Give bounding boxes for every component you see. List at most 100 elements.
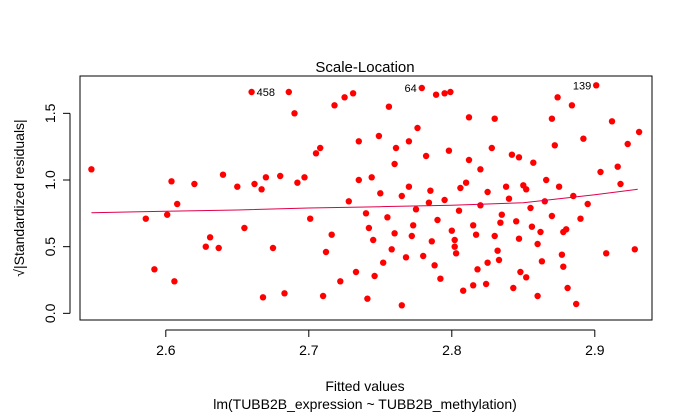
data-point	[624, 140, 631, 148]
data-point	[451, 243, 458, 250]
data-point	[391, 230, 398, 237]
data-point	[375, 132, 383, 140]
data-point	[534, 240, 541, 248]
data-point	[523, 274, 530, 281]
data-point	[462, 179, 470, 186]
data-point	[294, 179, 301, 186]
data-point	[584, 200, 591, 208]
data-point	[410, 222, 417, 229]
data-point	[460, 287, 467, 294]
data-point	[491, 232, 498, 240]
data-point	[370, 236, 377, 244]
data-point	[405, 138, 413, 145]
data-point	[371, 272, 378, 280]
data-point	[570, 192, 577, 200]
data-point	[88, 166, 95, 173]
data-point	[341, 94, 348, 101]
x-tick-label: 2.7	[299, 342, 319, 358]
y-tick-label: 1.0	[42, 170, 58, 190]
data-point	[494, 247, 501, 254]
data-point	[614, 163, 621, 170]
y-axis-label: √|Standardized residuals|	[11, 119, 27, 276]
data-point	[451, 236, 458, 244]
data-point	[285, 88, 292, 96]
x-axis-label: Fitted values	[325, 378, 404, 394]
data-point	[555, 183, 563, 190]
data-point	[455, 207, 463, 214]
data-point	[368, 174, 375, 181]
data-point	[391, 160, 398, 168]
data-point	[384, 214, 391, 221]
data-point	[427, 187, 434, 194]
data-point	[472, 231, 480, 238]
data-point	[362, 210, 370, 217]
x-axis: 2.6 2.7 2.8 2.9	[156, 329, 605, 358]
data-point	[537, 228, 544, 236]
data-point	[577, 215, 584, 222]
data-point	[349, 90, 357, 97]
data-point	[554, 94, 561, 101]
data-point	[482, 280, 490, 288]
data-point	[405, 183, 413, 190]
data-point	[174, 200, 181, 208]
data-point	[515, 154, 523, 161]
data-point	[617, 180, 624, 188]
data-point	[365, 224, 373, 232]
data-point	[262, 174, 270, 181]
data-point	[527, 204, 534, 212]
data-point	[470, 222, 477, 229]
data-point	[301, 174, 308, 181]
data-point	[520, 182, 527, 189]
data-point	[191, 180, 198, 188]
data-point	[398, 192, 405, 200]
point-labels: 458 64 139	[257, 80, 592, 99]
data-point	[380, 259, 387, 266]
data-point	[206, 234, 214, 241]
data-point	[408, 232, 415, 240]
data-point	[517, 268, 524, 276]
data-point	[488, 144, 495, 152]
data-point	[437, 275, 444, 282]
data-point	[215, 244, 222, 252]
data-point	[560, 263, 567, 270]
data-point	[474, 266, 481, 273]
data-point	[530, 159, 537, 166]
data-point	[352, 268, 360, 276]
data-point	[317, 144, 324, 152]
data-point	[251, 180, 258, 188]
data-point	[477, 202, 484, 209]
data-point	[445, 147, 453, 154]
point-label-64: 64	[405, 83, 417, 95]
data-point	[538, 258, 546, 265]
data-point	[269, 244, 277, 252]
x-tick-label: 2.9	[585, 342, 605, 358]
data-point	[432, 91, 440, 98]
data-point	[465, 156, 473, 164]
data-point	[477, 166, 484, 173]
chart-title: Scale-Location	[315, 59, 414, 76]
data-point	[388, 246, 395, 253]
data-point	[414, 124, 421, 132]
data-point	[495, 256, 503, 264]
data-point	[171, 278, 178, 285]
data-point	[164, 211, 171, 218]
data-point	[603, 250, 610, 257]
data-point	[151, 266, 158, 273]
x-axis-sublabel: lm(TUBB2B_expression ~ TUBB2B_methylatio…	[213, 396, 517, 412]
data-point	[593, 82, 600, 89]
data-point	[541, 198, 548, 205]
data-point	[635, 128, 643, 136]
data-point	[558, 251, 566, 258]
data-point	[425, 199, 433, 206]
data-point	[528, 223, 536, 230]
y-tick-label: 0.0	[42, 303, 58, 323]
data-point	[505, 195, 513, 202]
data-point	[392, 144, 400, 152]
point-label-458: 458	[257, 87, 275, 99]
data-point	[431, 262, 438, 269]
data-point	[548, 212, 556, 220]
data-point	[452, 250, 460, 257]
data-point	[484, 188, 491, 196]
data-point	[447, 88, 454, 96]
